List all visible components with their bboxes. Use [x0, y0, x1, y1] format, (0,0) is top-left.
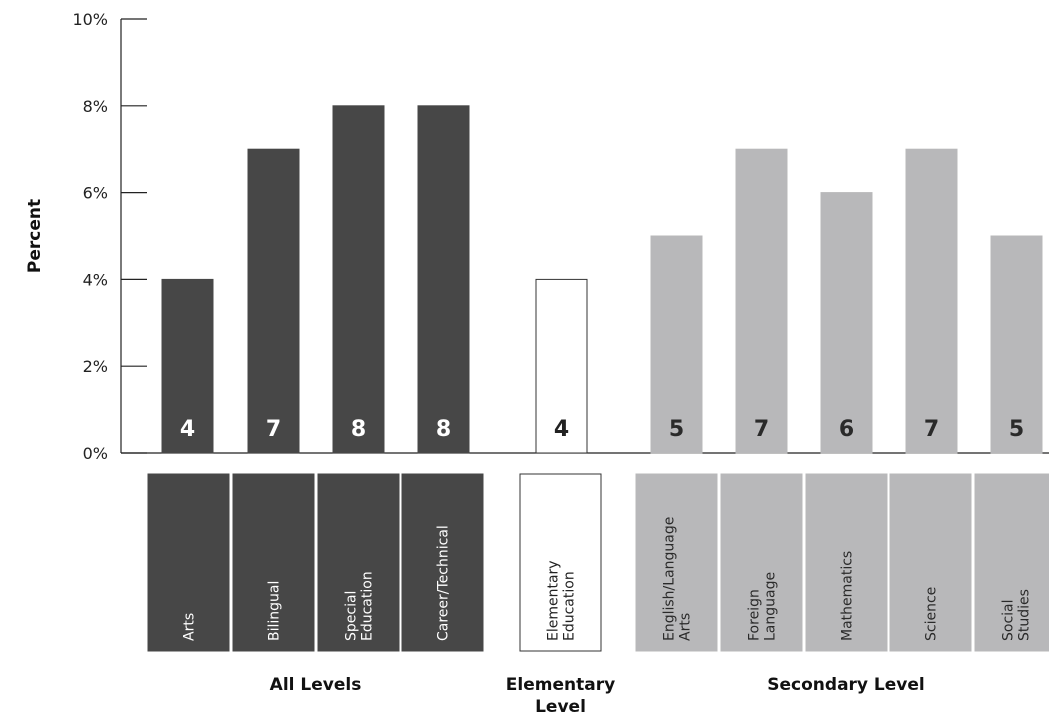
category-label-box: [720, 473, 803, 652]
category-label: Science: [924, 587, 940, 641]
category-label-line: Foreign: [747, 589, 763, 641]
category-label-line: Science: [924, 587, 940, 641]
category-label-line: English/Language: [662, 517, 678, 641]
group-label: All Levels: [270, 675, 362, 695]
category-label-line: Studies: [1017, 589, 1033, 641]
bar-value-label: 7: [924, 417, 939, 442]
category-label: Arts: [182, 613, 198, 641]
bar-value-label: 8: [436, 417, 451, 442]
category-label: ForeignLanguage: [747, 572, 779, 641]
category-label-line: Arts: [678, 613, 694, 641]
category-label-line: Language: [763, 572, 779, 641]
category-label: SocialStudies: [1001, 589, 1033, 641]
category-label-line: Social: [1001, 599, 1017, 641]
group-label-line: Elementary: [506, 675, 615, 695]
category-label-box: [232, 473, 315, 652]
bar-value-label: 8: [351, 417, 366, 442]
bar: [247, 148, 300, 454]
category-label-line: Education: [360, 571, 376, 641]
bar: [417, 105, 470, 454]
category-label-box: [974, 473, 1049, 652]
category-label: Career/Technical: [436, 525, 452, 641]
category-label: English/LanguageArts: [662, 517, 694, 641]
bar-value-label: 5: [669, 417, 684, 442]
category-label-line: Education: [562, 571, 578, 641]
bar: [820, 192, 873, 454]
category-label-box: [805, 473, 888, 652]
category-label-box: [519, 473, 602, 652]
group-label: Secondary Level: [767, 675, 924, 695]
bar: [535, 278, 588, 454]
category-label-line: Arts: [182, 613, 198, 641]
group-label-line: Level: [535, 697, 586, 717]
category-label-line: Mathematics: [840, 551, 856, 641]
category-label-box: [889, 473, 972, 652]
y-tick-label: 0%: [83, 444, 108, 463]
bar: [332, 105, 385, 454]
y-tick-label: 10%: [72, 10, 108, 29]
category-label-box: [147, 473, 230, 652]
category-label-line: Bilingual: [267, 581, 283, 641]
bar: [990, 235, 1043, 454]
bar-value-label: 7: [266, 417, 281, 442]
bar-value-label: 6: [839, 417, 854, 442]
category-label: SpecialEducation: [344, 571, 376, 641]
y-tick-label: 2%: [83, 357, 108, 376]
category-label-box: [317, 473, 400, 652]
y-axis-title: Percent: [25, 199, 45, 273]
category-label-line: Elementary: [546, 560, 562, 641]
category-label-line: Career/Technical: [436, 525, 452, 641]
category-label: Mathematics: [840, 551, 856, 641]
bar: [650, 235, 703, 454]
category-label: Bilingual: [267, 581, 283, 641]
bar-value-label: 7: [754, 417, 769, 442]
bar: [161, 278, 214, 454]
bar-value-label: 4: [180, 417, 195, 442]
bar: [905, 148, 958, 454]
y-tick-label: 6%: [83, 184, 108, 203]
group-label: Elementary Level: [506, 675, 615, 717]
bar: [735, 148, 788, 454]
category-label-line: Special: [344, 591, 360, 641]
y-tick-label: 4%: [83, 270, 108, 289]
category-label: ElementaryEducation: [546, 560, 578, 641]
bar-value-label: 4: [554, 417, 569, 442]
category-label-box: [635, 473, 718, 652]
category-label-box: [401, 473, 484, 652]
bar-value-label: 5: [1009, 417, 1024, 442]
y-tick-label: 8%: [83, 97, 108, 116]
